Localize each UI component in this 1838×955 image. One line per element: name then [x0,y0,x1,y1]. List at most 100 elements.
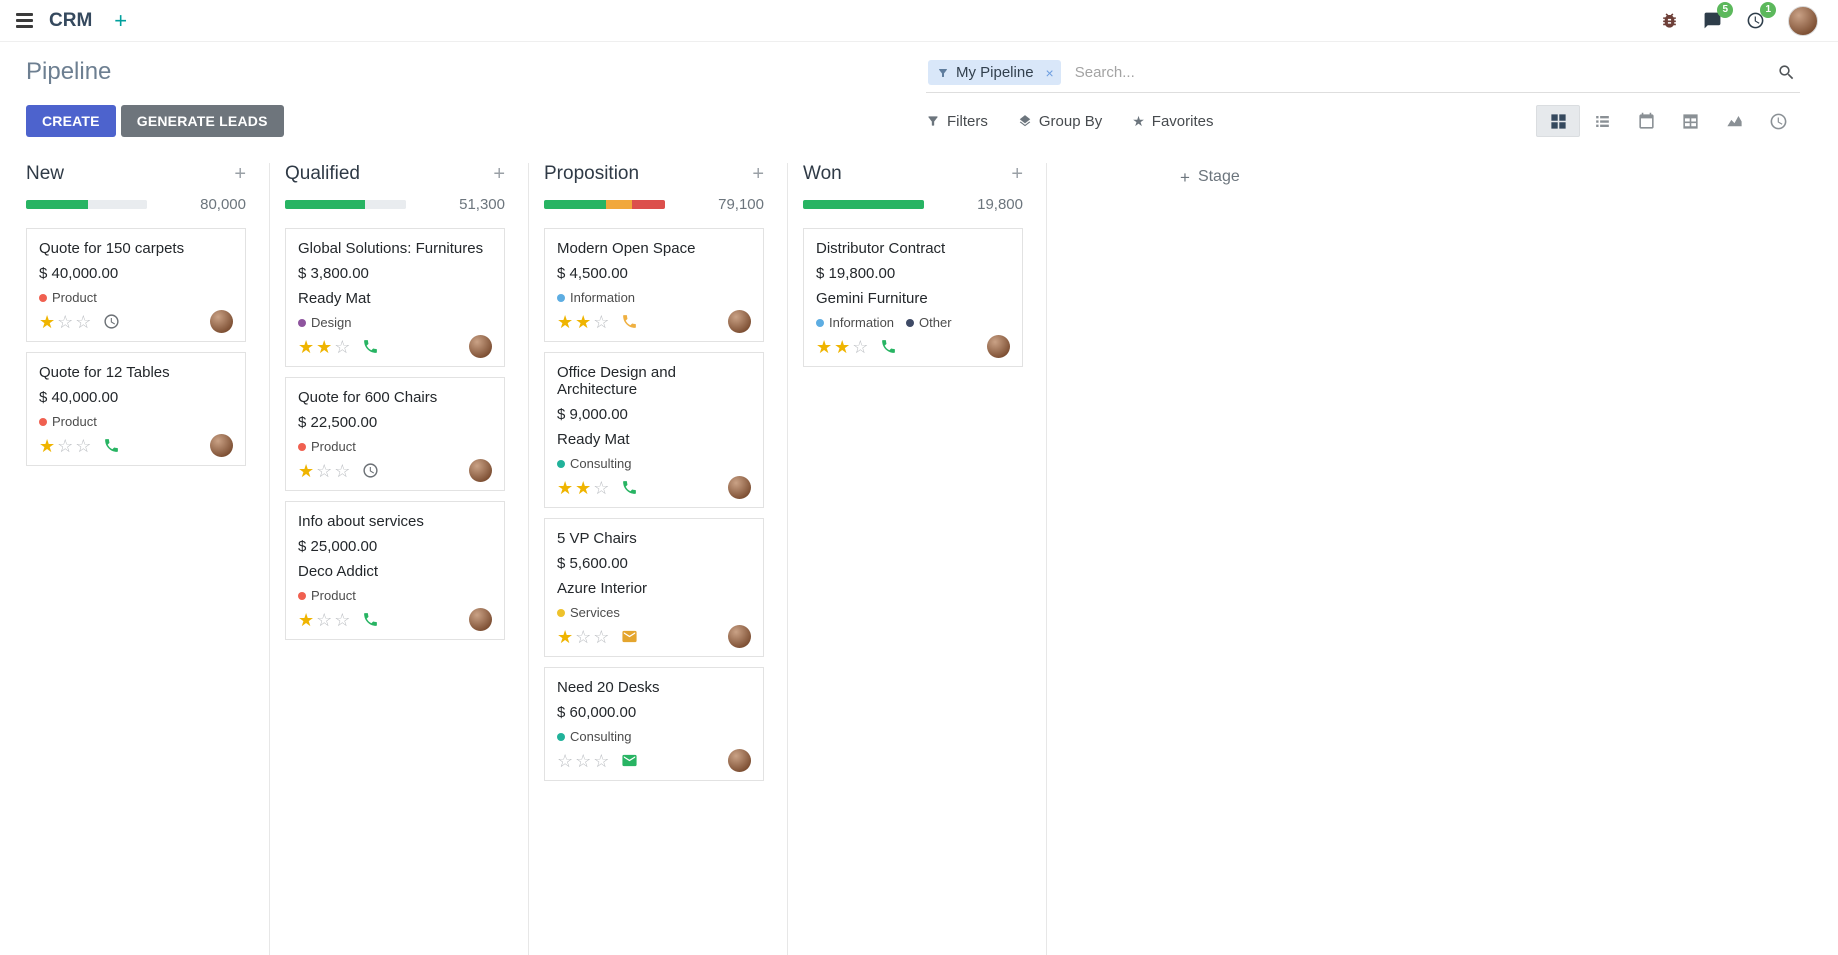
star-icon[interactable]: ☆ [593,477,612,498]
star-icon[interactable]: ☆ [57,311,76,332]
kanban-card[interactable]: Quote for 150 carpets $ 40,000.00 Produc… [26,228,246,342]
star-icon[interactable]: ☆ [557,750,576,771]
avatar[interactable] [728,625,751,648]
apps-menu-icon[interactable] [14,9,35,32]
pivot-view-button[interactable] [1668,105,1712,137]
avatar[interactable] [728,476,751,499]
kanban-card[interactable]: Info about services $ 25,000.00 Deco Add… [285,501,505,640]
star-icon[interactable]: ☆ [575,750,594,771]
star-icon[interactable]: ★ [834,336,853,357]
phone-icon[interactable] [362,338,379,355]
app-name[interactable]: CRM [49,9,93,31]
star-icon[interactable]: ☆ [334,609,353,630]
search-icon[interactable] [1777,63,1796,82]
quick-add-icon[interactable]: + [752,163,764,185]
kanban-card[interactable]: Distributor Contract $ 19,800.00 Gemini … [803,228,1023,367]
clock-icon[interactable] [103,313,120,330]
star-icon[interactable]: ☆ [593,750,612,771]
phone-icon[interactable] [362,611,379,628]
star-icon[interactable]: ★ [557,477,576,498]
star-icon[interactable]: ★ [557,311,576,332]
star-icon[interactable]: ☆ [593,626,612,647]
phone-icon[interactable] [880,338,897,355]
kanban-card[interactable]: Office Design and Architecture $ 9,000.0… [544,352,764,508]
quick-add-icon[interactable]: + [1011,163,1023,185]
star-icon[interactable]: ☆ [75,311,94,332]
phone-icon[interactable] [103,437,120,454]
stage-name[interactable]: Proposition [544,163,640,184]
progress-segment[interactable] [364,200,406,209]
avatar[interactable] [469,459,492,482]
stage-progressbar[interactable] [26,200,147,209]
progress-segment[interactable] [285,200,365,209]
kanban-view-button[interactable] [1536,105,1580,137]
stage-name[interactable]: Won [803,163,842,184]
phone-icon[interactable] [621,313,638,330]
progress-segment[interactable] [544,200,606,209]
generate-leads-button[interactable]: GENERATE LEADS [120,105,284,137]
avatar[interactable] [728,749,751,772]
stage-progressbar[interactable] [803,200,924,209]
kanban-card[interactable]: Modern Open Space $ 4,500.00 Information… [544,228,764,342]
star-icon[interactable]: ★ [298,460,317,481]
star-icon[interactable]: ★ [557,626,576,647]
messages-icon[interactable]: 5 [1702,2,1733,31]
stage-name[interactable]: Qualified [285,163,360,184]
clock-icon[interactable] [362,462,379,479]
search-input[interactable] [1072,63,1777,82]
activities-icon[interactable]: 1 [1745,2,1776,31]
star-icon[interactable]: ★ [575,477,594,498]
star-icon[interactable]: ★ [316,336,335,357]
progress-segment[interactable] [605,200,633,209]
add-stage-button[interactable]: + Stage [1174,167,1246,187]
envelope-icon[interactable] [621,628,638,645]
stage-progressbar[interactable] [544,200,665,209]
star-icon[interactable]: ☆ [334,460,353,481]
star-icon[interactable]: ☆ [593,311,612,332]
star-icon[interactable]: ☆ [852,336,871,357]
search-bar[interactable]: My Pipeline × [926,58,1800,93]
kanban-card[interactable]: Global Solutions: Furnitures $ 3,800.00 … [285,228,505,367]
favorites-button[interactable]: ★ Favorites [1132,113,1213,130]
avatar[interactable] [728,310,751,333]
kanban-card[interactable]: Need 20 Desks $ 60,000.00 Consulting ☆☆☆ [544,667,764,781]
star-icon[interactable]: ★ [816,336,835,357]
star-icon[interactable]: ☆ [316,460,335,481]
star-icon[interactable]: ☆ [75,435,94,456]
kanban-card[interactable]: Quote for 600 Chairs $ 22,500.00 Product… [285,377,505,491]
activity-view-button[interactable] [1756,105,1800,137]
quick-add-icon[interactable]: + [493,163,505,185]
kanban-card[interactable]: 5 VP Chairs $ 5,600.00 Azure Interior Se… [544,518,764,657]
progress-segment[interactable] [803,200,924,209]
avatar[interactable] [210,310,233,333]
envelope-icon[interactable] [621,752,638,769]
star-icon[interactable]: ☆ [575,626,594,647]
avatar[interactable] [469,335,492,358]
user-avatar[interactable] [1788,5,1818,36]
star-icon[interactable]: ★ [298,609,317,630]
search-facet[interactable]: My Pipeline × [928,60,1061,85]
facet-remove-icon[interactable]: × [1045,64,1054,81]
calendar-view-button[interactable] [1624,105,1668,137]
phone-icon[interactable] [621,479,638,496]
filters-button[interactable]: Filters [926,113,988,130]
star-icon[interactable]: ★ [39,311,58,332]
stage-progressbar[interactable] [285,200,406,209]
star-icon[interactable]: ☆ [316,609,335,630]
star-icon[interactable]: ☆ [334,336,353,357]
progress-segment[interactable] [87,200,147,209]
star-icon[interactable]: ★ [39,435,58,456]
avatar[interactable] [987,335,1010,358]
stage-name[interactable]: New [26,163,65,184]
progress-segment[interactable] [26,200,88,209]
star-icon[interactable]: ☆ [57,435,76,456]
kanban-card[interactable]: Quote for 12 Tables $ 40,000.00 Product … [26,352,246,466]
create-button[interactable]: CREATE [26,105,116,137]
star-icon[interactable]: ★ [575,311,594,332]
bug-icon[interactable] [1659,10,1680,31]
star-icon[interactable]: ★ [298,336,317,357]
plus-icon[interactable]: + [114,7,128,33]
avatar[interactable] [469,608,492,631]
group-by-button[interactable]: Group By [1018,113,1102,130]
quick-add-icon[interactable]: + [234,163,246,185]
